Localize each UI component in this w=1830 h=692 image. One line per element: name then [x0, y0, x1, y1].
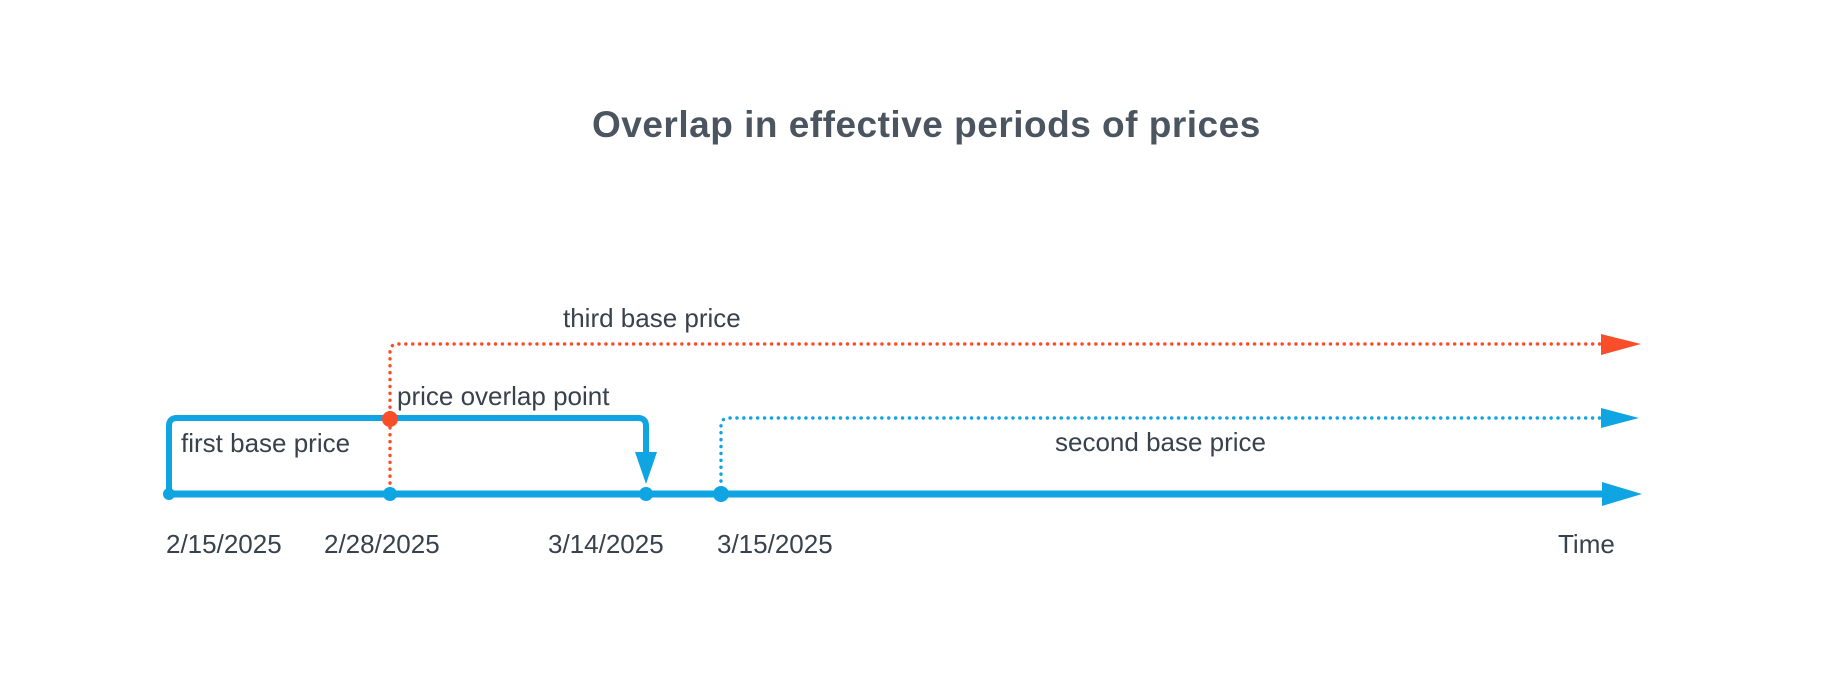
- first-base-price-bracket: [166, 415, 649, 492]
- date-label: 2/28/2025: [324, 529, 440, 559]
- price-overlap-point-label: price overlap point: [397, 381, 610, 411]
- time-axis-label: Time: [1558, 529, 1615, 559]
- timeline-tick-dot: [713, 486, 729, 502]
- timeline-tick-dot: [163, 488, 175, 500]
- timeline-arrowhead-icon: [1602, 482, 1642, 506]
- date-label: 2/15/2025: [166, 529, 282, 559]
- overlap-point-dot: [382, 411, 398, 427]
- first-base-price-arrowhead-icon: [635, 452, 657, 484]
- third-base-price-arrowhead-icon: [1601, 334, 1641, 355]
- timeline-tick-dot: [383, 487, 397, 501]
- third-base-price-label: third base price: [563, 303, 741, 333]
- timeline-tick-dot: [639, 487, 653, 501]
- date-label: 3/15/2025: [717, 529, 833, 559]
- first-base-price-label: first base price: [181, 428, 351, 458]
- diagram-title: Overlap in effective periods of prices: [592, 104, 1261, 145]
- date-label: 3/14/2025: [548, 529, 664, 559]
- third-base-price-line: [388, 342, 1603, 492]
- second-base-price-label: second base price: [1055, 427, 1267, 457]
- second-base-price-arrowhead-icon: [1601, 408, 1639, 428]
- second-base-price-line: [719, 416, 1603, 490]
